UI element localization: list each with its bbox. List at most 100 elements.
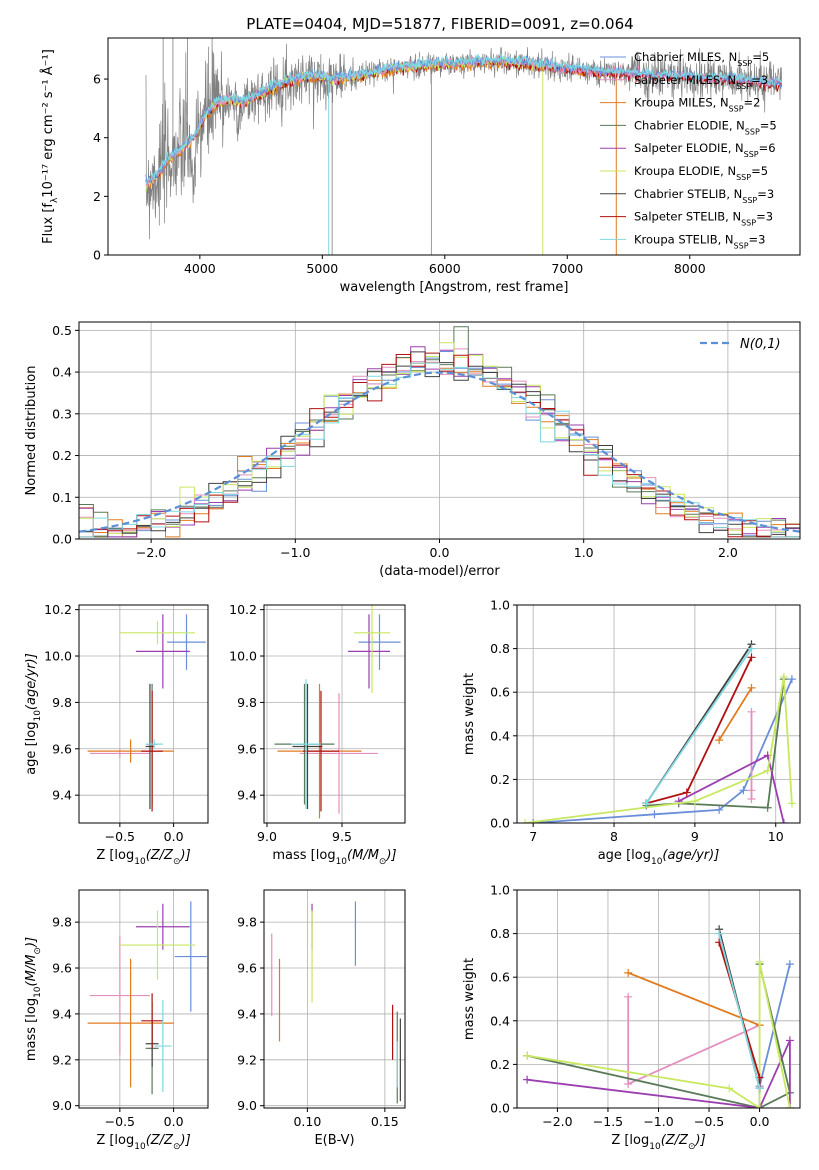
spectrum-xlabel: wavelength [Angstrom, rest frame] [340,280,569,295]
weight-point-marker [715,805,724,814]
weight-series-line [526,963,791,1108]
label-part: 10 [134,857,146,867]
legend-label-text: Salpeter ELODIE, N [634,141,744,155]
residual-legend: N(0,1) [700,337,781,352]
weight-point-marker [523,1075,532,1084]
z-weight-xtick-label: −2.0 [542,1114,572,1129]
legend-label-sub: SSP [729,104,744,113]
weight-point-marker [715,736,724,745]
weight-point-marker [642,799,651,808]
ebv-mass-ytick-label: 9.8 [237,915,257,930]
residuals-xtick-label: 0.0 [430,545,450,560]
z-mass-ytick-label: 9.4 [52,1006,72,1021]
mass-age-xlabel: mass [log10(M/M⊙)] [272,848,396,867]
z-weight-ylabel: mass weight [462,958,477,1040]
legend-label: Chabrier MILES, NSSP=5 [634,50,769,68]
legend-label-count: =3 [749,232,766,246]
residual-histogram [79,352,800,538]
age-weight-xtick-label: 8 [610,829,618,844]
weight-series-line [526,1040,791,1108]
z-age-xtick-label: 0.0 [164,829,184,844]
mass-age-xtick-label: 9.5 [332,829,352,844]
z-age-xtick-label: −0.5 [105,829,135,844]
z-weight-ytick-label: 0.8 [490,926,510,941]
age-weight-xtick-label: 9 [691,829,699,844]
spectrum-xtick-label: 7000 [551,261,583,276]
ebv-mass-ytick-label: 9.4 [237,1006,257,1021]
z-weight-xtick-label: −1.5 [593,1114,623,1129]
ebv-mass-ytick-label: 9.0 [237,1098,257,1113]
z-mass-xtick-label: 0.0 [164,1114,184,1129]
label-part: Flux [f [41,203,56,244]
legend-label: Salpeter STELIB, NSSP=3 [634,210,773,228]
mass-age-ytick-label: 9.4 [237,788,257,803]
spectrum-xtick-label: 5000 [306,261,338,276]
residuals-ytick-label: 0.5 [52,323,72,338]
label-part: ⊙ [33,947,43,955]
weight-point-marker [739,786,748,795]
weight-point-marker [785,1036,794,1045]
z-mass-frame [78,889,209,1109]
label-part: Z [log [96,848,134,863]
ebv-mass-xtick-label: 0.15 [371,1114,399,1129]
weight-series-line [718,933,761,1089]
spectrum-ylabel: Flux [fλ10⁻¹⁷ erg cm⁻² s⁻¹ Å⁻¹] [40,49,60,244]
age-weight-ytick-label: 0.6 [490,685,510,700]
weight-point-marker [787,675,796,684]
weight-point-marker [529,819,538,823]
spectrum-ytick-label: 4 [93,130,101,145]
label-part: )] [24,937,39,948]
legend-label-text: Kroupa STELIB, N [634,232,734,246]
label-part: ⊙ [688,1142,696,1152]
legend-label-count: =3 [751,73,768,87]
age-weight-plot-area [521,640,796,823]
legend-label-sub: SSP [736,81,751,90]
label-part: (age/yr)] [662,848,719,863]
z-mass-ytick-label: 9.2 [52,1052,72,1067]
label-part: 10⁻¹⁷ erg cm⁻² s⁻¹ Å⁻¹] [40,49,56,198]
legend-label-count: =3 [757,187,774,201]
legend-label-count: =5 [760,118,777,132]
weight-series-line [645,648,753,804]
z-mass-ytick-label: 9.0 [52,1098,72,1113]
age-weight-ytick-label: 1.0 [490,598,510,613]
z-age-xlabel: Z [log10(Z/Z⊙)] [96,848,190,867]
z-weight-xlabel: Z [log10(Z/Z⊙)] [611,1133,705,1152]
age-weight-ylabel: mass weight [462,673,477,755]
z-mass-xlabel: Z [log10(Z/Z⊙)] [96,1133,190,1152]
z-weight-panel: −2.0 −1.5 −1.0 −0.5 0.0 0.0 0.2 0.4 0.6 0.8 1.0 Z [… [462,883,801,1152]
residuals-ytick-label: 0.1 [52,490,72,505]
spectrum-panel: 4000 5000 6000 7000 8000 0 2 4 6 wavelength [Angs… [40,37,801,295]
weight-point-marker [747,795,756,804]
spectrum-ytick-label: 0 [93,248,101,263]
weight-point-marker [624,992,633,1001]
legend-label-count: =6 [759,141,776,155]
weight-point-marker [523,1051,532,1060]
weight-point-marker [787,799,796,808]
label-part: ⊙ [173,857,181,867]
spectrum-plot-area [145,38,783,255]
z-weight-ytick-label: 1.0 [490,883,510,898]
residuals-panel: −2.0 −1.0 0.0 1.0 2.0 0.0 0.1 0.2 0.3 0.4 0.5 (data… [24,321,801,579]
legend-label-sub: SSP [744,150,759,159]
residuals-ytick-label: 0.3 [52,406,72,421]
label-part: (Z/Z [146,1133,174,1148]
age-weight-ytick-label: 0.8 [490,641,510,656]
z-age-ytick-label: 10.0 [44,649,72,664]
label-part: ⊙ [379,857,387,867]
weight-point-marker [755,957,764,966]
age-weight-xtick-label: 10 [768,829,784,844]
residuals-xtick-label: −2.0 [136,545,166,560]
weight-point-marker [785,1104,794,1108]
spectrum-xtick-label: 4000 [184,261,216,276]
age-weight-ytick-label: 0.2 [490,772,510,787]
ebv-mass-xlabel: E(B-V) [314,1133,354,1148]
residuals-xtick-label: 2.0 [718,545,738,560]
residuals-xtick-label: −1.0 [280,545,310,560]
weight-point-marker [747,786,756,795]
legend-label: Kroupa STELIB, NSSP=3 [634,232,765,250]
label-part: )] [385,848,396,863]
mass-age-plot-area [274,605,401,819]
mass-age-ytick-label: 9.8 [237,695,257,710]
